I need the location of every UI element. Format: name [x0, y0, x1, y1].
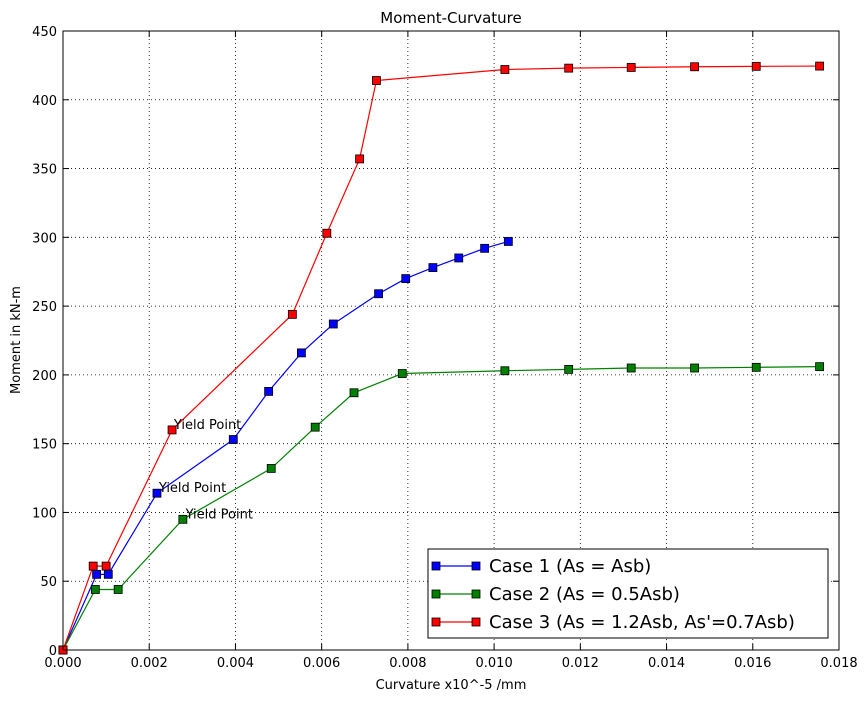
y-axis-label: Moment in kN-m	[9, 286, 24, 394]
data-point	[374, 289, 383, 299]
legend-marker	[471, 561, 481, 571]
data-point	[397, 369, 407, 378]
data-point	[480, 243, 490, 253]
data-point	[266, 464, 276, 473]
data-point	[264, 386, 274, 396]
series-line	[62, 65, 820, 651]
y-tick-label: 250	[32, 300, 57, 315]
x-tick-label: 0.014	[648, 656, 685, 671]
data-point	[90, 585, 100, 594]
data-point	[178, 514, 188, 524]
legend-entry: Case 2 (As = 0.5Asb)	[431, 584, 680, 605]
legend-label: Case 2 (As = 0.5Asb)	[489, 584, 680, 605]
data-point	[372, 76, 381, 85]
data-point	[101, 561, 111, 571]
data-point	[103, 569, 113, 579]
legend-entry: Case 1 (As = Asb)	[431, 556, 651, 577]
x-tick-label: 0.012	[562, 656, 599, 671]
y-tick-label: 150	[32, 438, 57, 453]
legend-marker	[471, 589, 481, 599]
x-tick-label: 0.016	[734, 656, 771, 671]
data-point	[401, 274, 411, 284]
plot-frame	[62, 30, 840, 651]
data-point	[564, 63, 574, 73]
data-point	[626, 363, 636, 373]
x-tick-label: 0.010	[476, 656, 513, 671]
y-tick-label: 350	[32, 163, 57, 178]
axis-ticks: 0.000 0.002 0.004 0.006 0.008 0.010 0.012 0.014…	[32, 25, 857, 671]
y-tick-label: 400	[32, 94, 57, 109]
yield-point-annotation: Yield Point	[185, 507, 253, 522]
x-tick-label: 0.018	[820, 656, 857, 671]
data-point	[815, 362, 824, 372]
legend-entry: Case 3 (As = 1.2Asb, As'=0.7Asb)	[431, 612, 795, 633]
data-point	[564, 364, 574, 374]
y-tick-label: 200	[32, 369, 57, 384]
data-point	[500, 366, 510, 376]
y-tick-label: 100	[32, 506, 57, 521]
y-tick-label: 450	[32, 25, 57, 40]
legend-label: Case 1 (As = Asb)	[489, 556, 651, 577]
legend-label: Case 3 (As = 1.2Asb, As'=0.7Asb)	[489, 612, 795, 633]
yield-point-annotation: Yield Point	[158, 481, 226, 496]
data-point	[152, 488, 162, 498]
data-point	[287, 309, 297, 319]
data-point	[500, 65, 510, 74]
data-point	[310, 422, 320, 432]
y-tick-label: 0	[49, 644, 57, 659]
data-point	[355, 154, 365, 164]
data-point	[328, 319, 338, 329]
x-tick-label: 0.006	[303, 656, 340, 671]
legend-marker	[471, 617, 481, 627]
y-tick-label: 300	[32, 231, 57, 246]
data-point	[751, 61, 761, 71]
data-point	[228, 435, 238, 444]
legend: Case 1 (As = Asb) Case 2 (As = 0.5Asb) Cas…	[427, 548, 829, 639]
data-point	[690, 363, 699, 373]
x-axis-label: Curvature x10^-5 /mm	[376, 678, 527, 693]
data-point	[454, 253, 464, 263]
series-line	[62, 366, 820, 651]
data-point	[297, 348, 306, 358]
data-point	[815, 61, 824, 71]
data-point	[626, 63, 636, 72]
plot-series	[58, 61, 824, 655]
legend-marker	[431, 589, 441, 599]
x-tick-label: 0.004	[217, 656, 254, 671]
data-point	[322, 228, 332, 238]
data-point	[690, 62, 699, 72]
chart-title: Moment-Curvature	[380, 9, 521, 27]
series-2	[58, 362, 824, 655]
legend-marker	[431, 561, 441, 571]
series-1	[58, 237, 513, 655]
yield-point-annotation: Yield Point	[173, 418, 241, 433]
x-tick-label: 0.008	[389, 656, 426, 671]
data-point	[92, 569, 102, 579]
y-tick-label: 50	[40, 575, 57, 590]
annotations: Yield Point Yield Point Yield Point	[158, 418, 253, 522]
legend-box	[427, 548, 829, 639]
data-point	[349, 388, 359, 398]
data-point	[88, 561, 98, 571]
x-tick-label: 0.000	[44, 656, 81, 671]
data-point	[503, 237, 513, 246]
data-point	[167, 425, 177, 435]
x-tick-label: 0.002	[131, 656, 168, 671]
legend-marker	[431, 617, 441, 627]
data-point	[751, 362, 761, 372]
data-point	[113, 585, 123, 594]
data-point	[428, 263, 438, 272]
